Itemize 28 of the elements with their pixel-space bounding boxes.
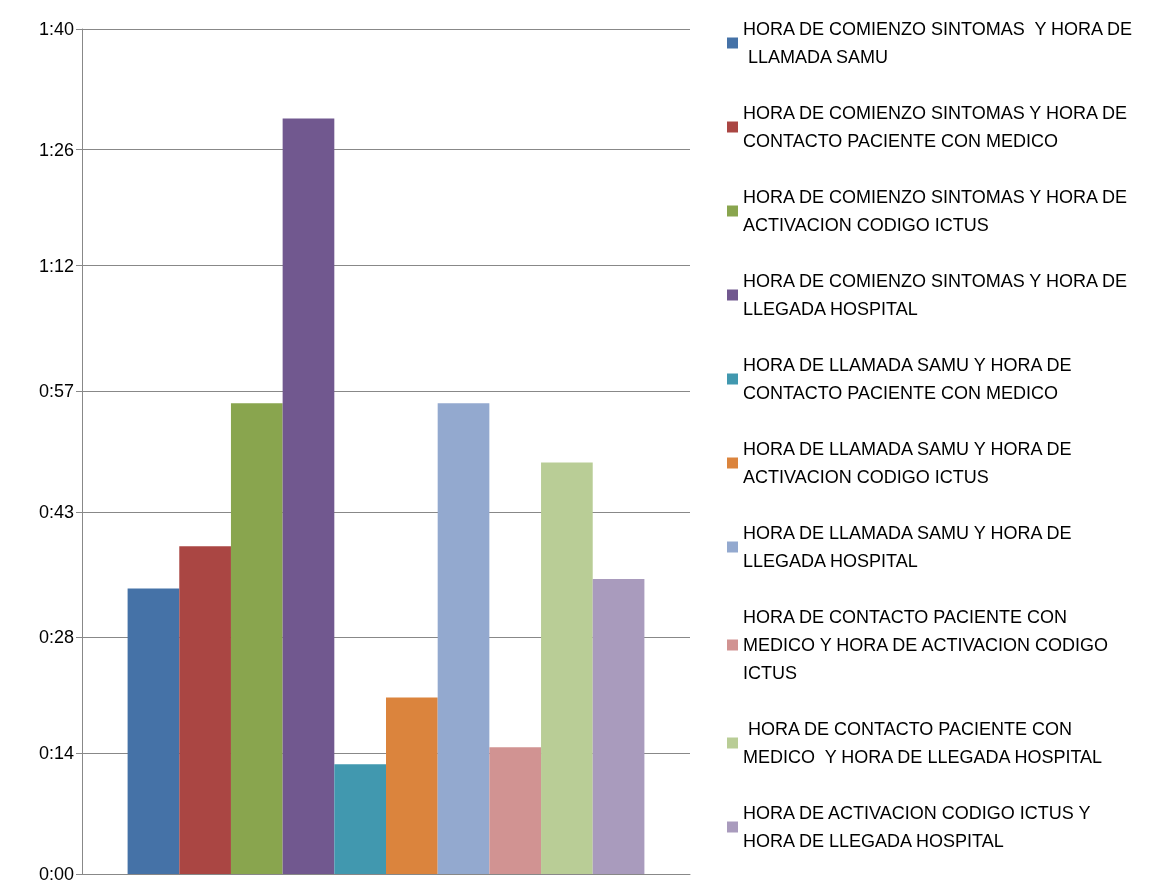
legend-label: HORA DE COMIENZO SINTOMAS Y HORA DE LLAMADA SAMU [743,19,1133,67]
y-tick-label: 1:40 [38,19,74,39]
y-tick-label: 1:26 [38,139,74,160]
legend-label: HORA DE COMIENZO SINTOMAS Y HORA DE ACTIVACION CODIGO ICTUS [743,187,1133,235]
bar [334,764,386,874]
legend-label: HORA DE CONTACTO PACIENTE CON MEDICO Y HORA DE LLEGADA HOSPITAL [743,719,1103,767]
bar [230,403,283,874]
legend-label: HORA DE COMIENZO SINTOMAS Y HORA DE LLEGADA HOSPITAL [743,271,1133,319]
y-tick-label: 0:00 [38,864,74,883]
legend-label: HORA DE COMIENZO SINTOMAS Y HORA DE CONTACTO PACIENTE CON MEDICO [743,103,1133,151]
y-tick-label: 0:43 [38,501,74,522]
y-tick-label: 0:14 [38,743,74,764]
y-tick-label: 0:57 [38,381,74,402]
bar [489,747,542,874]
y-tick-label: 0:28 [38,627,74,648]
bar [127,588,180,874]
y-tick-label: 1:12 [38,255,74,276]
legend-label: HORA DE LLAMADA SAMU Y HORA DE CONTACTO PACIENTE CON MEDICO [743,355,1077,403]
bar [437,403,490,874]
legend-label: HORA DE LLAMADA SAMU Y HORA DE LLEGADA HOSPITAL [743,523,1077,571]
bar [179,546,231,874]
legend-label: HORA DE LLAMADA SAMU Y HORA DE ACTIVACION CODIGO ICTUS [743,439,1077,487]
bar [592,579,645,874]
bar [541,462,593,874]
bar [282,118,335,874]
legend-label: HORA DE CONTACTO PACIENTE CON MEDICO Y HORA DE ACTIVACION CODIGO ICTUS [743,607,1114,683]
legend-label: HORA DE ACTIVACION CODIGO ICTUS Y HORA DE LLEGADA HOSPITAL [743,803,1096,851]
bar [386,697,438,874]
